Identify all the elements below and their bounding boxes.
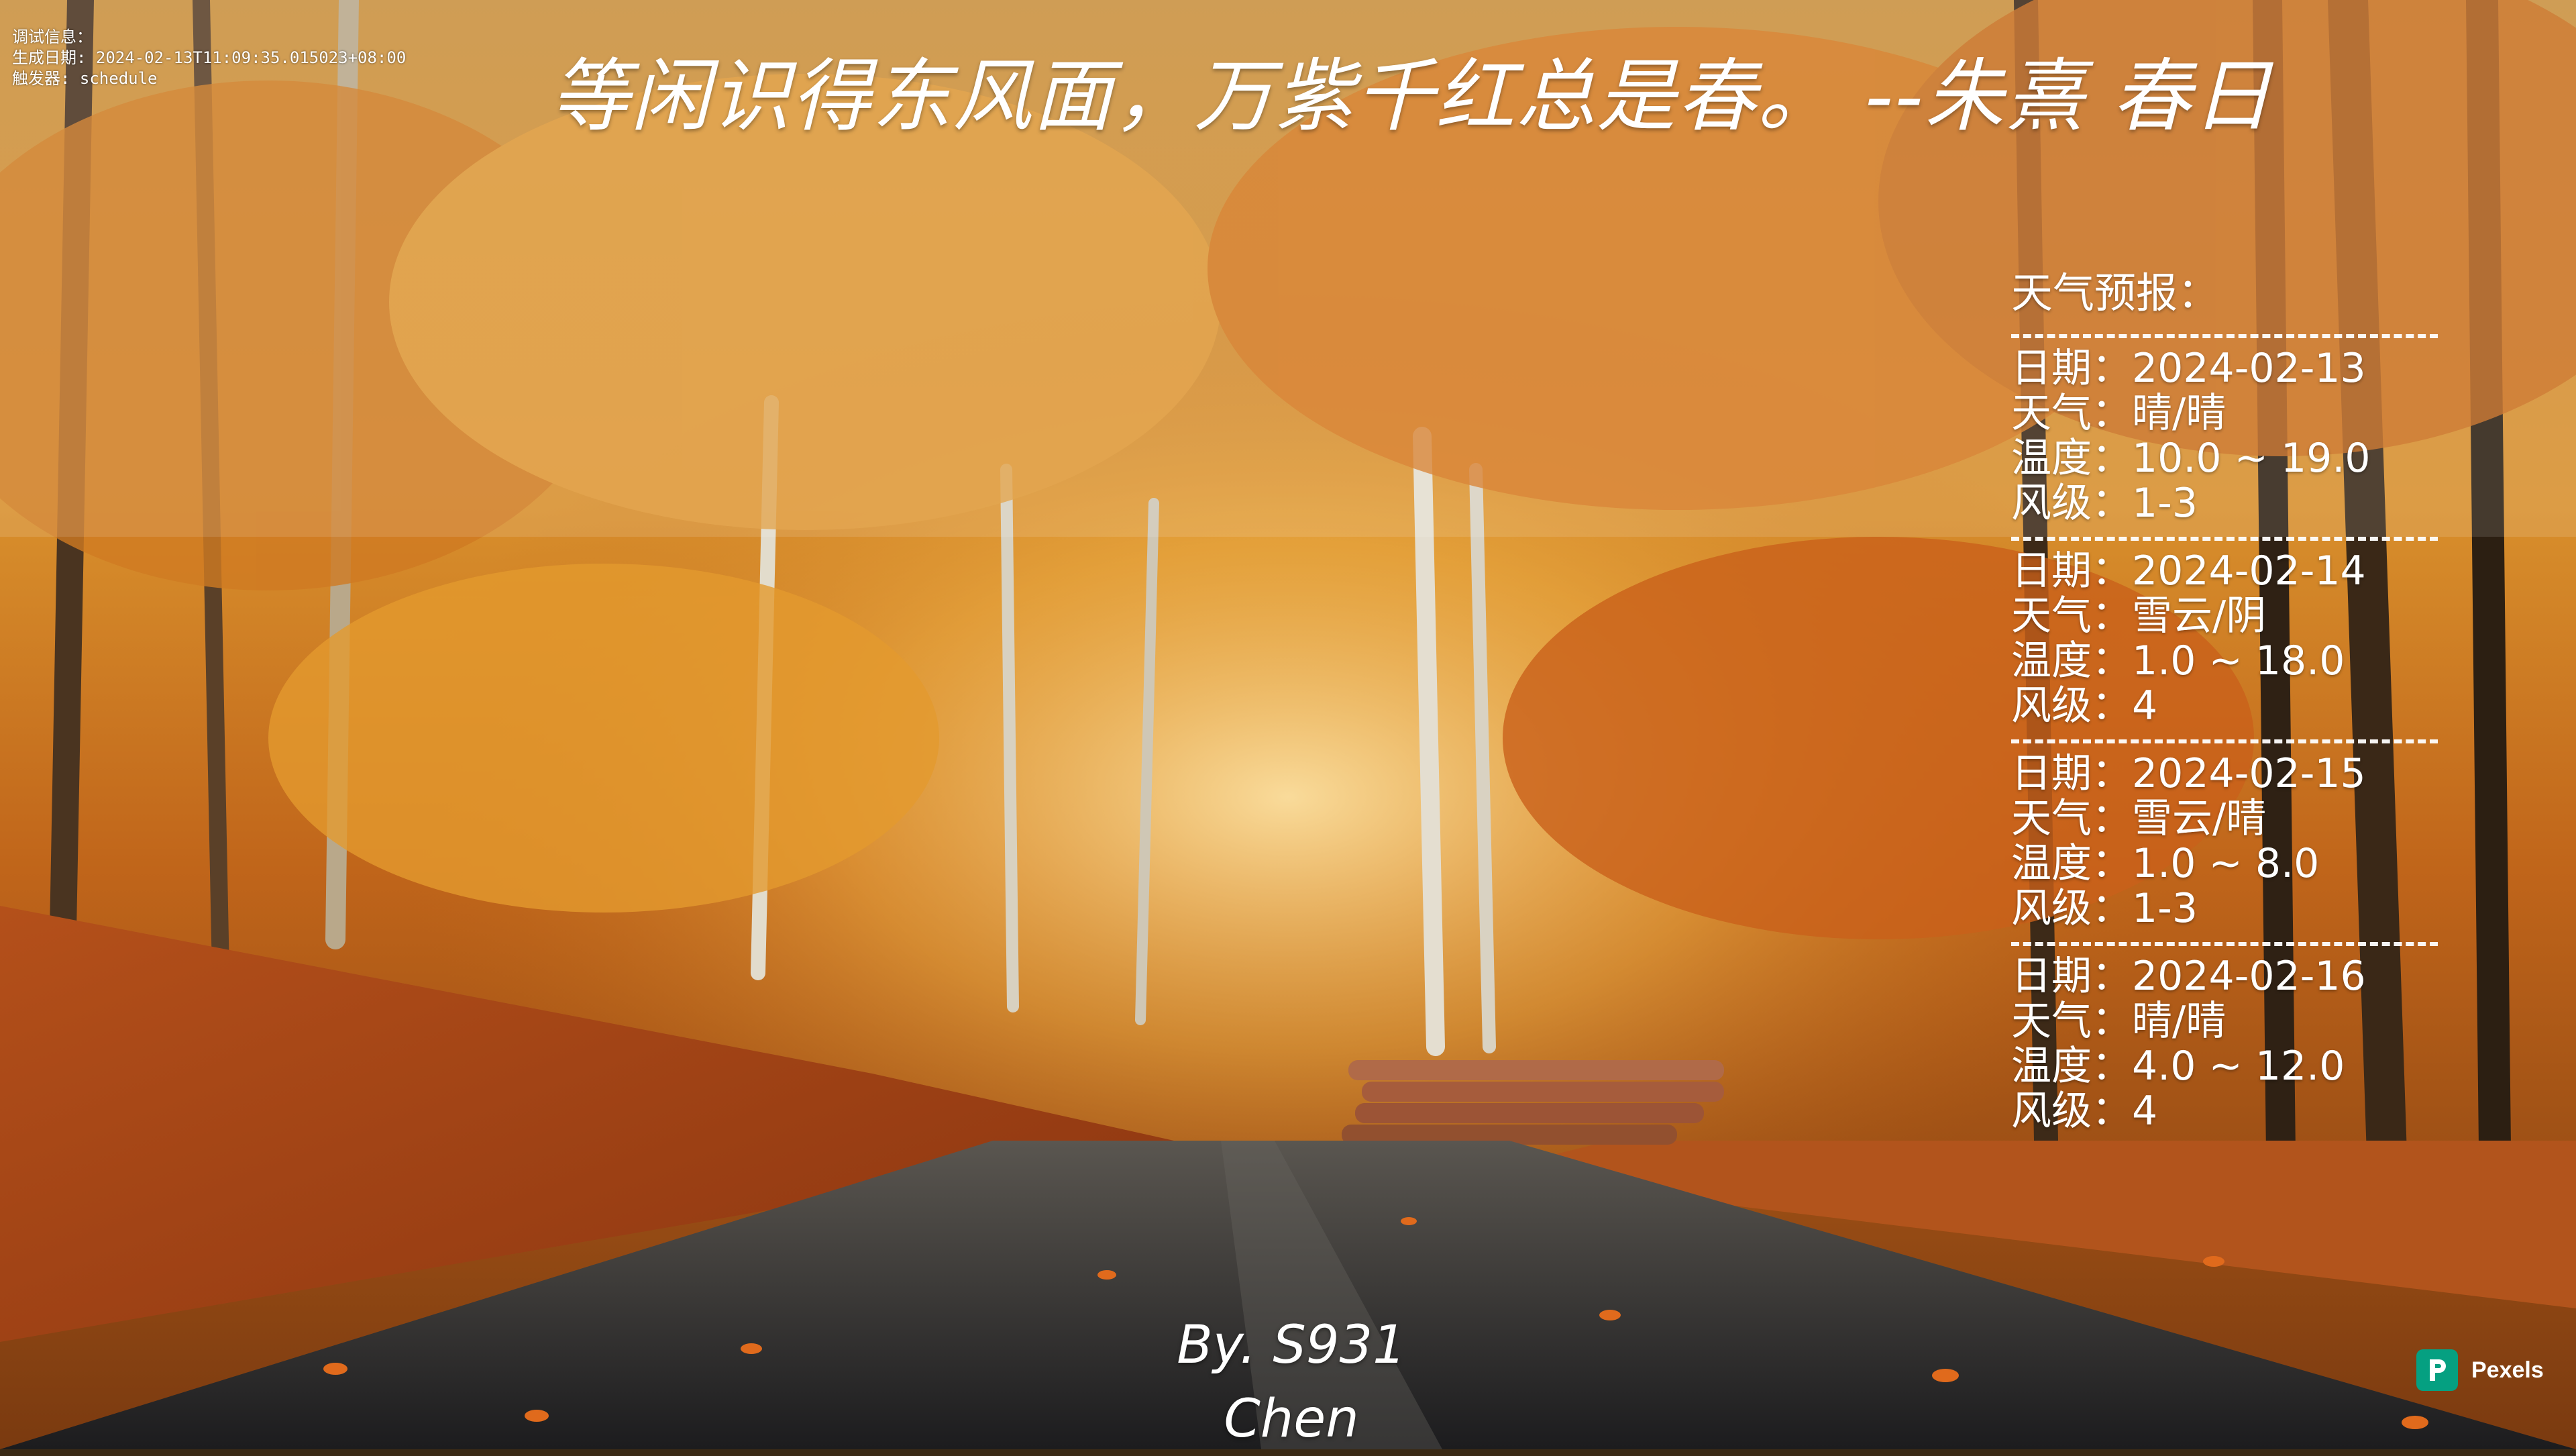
forecast-day: 日期：2024-02-15 天气：雪云/晴 温度：1.0 ~ 8.0 风级：1-… xyxy=(2011,751,2440,931)
forecast-temperature: 温度：1.0 ~ 8.0 xyxy=(2011,840,2320,887)
forecast-date: 日期：2024-02-15 xyxy=(2011,750,2366,797)
forecast-temperature: 温度：1.0 ~ 18.0 xyxy=(2011,637,2345,684)
forecast-condition: 天气：雪云/阴 xyxy=(2011,592,2267,639)
separator xyxy=(2011,334,2438,338)
poem-quote: 等闲识得东风面，万紫千红总是春。 --朱熹 春日 xyxy=(550,50,2273,142)
forecast-date: 日期：2024-02-13 xyxy=(2011,345,2366,392)
forecast-temperature: 温度：10.0 ~ 19.0 xyxy=(2011,435,2371,482)
forecast-wind: 风级：1-3 xyxy=(2011,480,2198,527)
debug-title: 调试信息： xyxy=(12,28,93,46)
forecast-condition: 天气：晴/晴 xyxy=(2011,390,2226,437)
forecast-date: 日期：2024-02-14 xyxy=(2011,548,2366,594)
forecast-condition: 天气：晴/晴 xyxy=(2011,998,2226,1045)
debug-info: 调试信息： 生成日期: 2024-02-13T11:09:35.015023+0… xyxy=(12,27,406,89)
separator xyxy=(2011,942,2438,946)
author-credit: By. S931 Chen xyxy=(1177,1315,1406,1449)
debug-generated-date: 生成日期: 2024-02-13T11:09:35.015023+08:00 xyxy=(12,48,407,67)
weather-forecast-panel: 天气预报： 日期：2024-02-13 天气：晴/晴 温度：10.0 ~ 19.… xyxy=(2011,263,2440,1134)
forecast-day: 日期：2024-02-16 天气：晴/晴 温度：4.0 ~ 12.0 风级：4 xyxy=(2011,954,2440,1134)
weather-title: 天气预报： xyxy=(2011,268,2220,317)
forecast-day: 日期：2024-02-13 天气：晴/晴 温度：10.0 ~ 19.0 风级：1… xyxy=(2011,346,2440,526)
forecast-date: 日期：2024-02-16 xyxy=(2011,953,2366,1000)
forecast-condition: 天气：雪云/晴 xyxy=(2011,795,2267,842)
separator xyxy=(2011,739,2438,743)
pexels-label: Pexels xyxy=(2471,1357,2544,1383)
forecast-temperature: 温度：4.0 ~ 12.0 xyxy=(2011,1043,2345,1090)
forecast-wind: 风级：1-3 xyxy=(2011,885,2198,932)
separator xyxy=(2011,537,2438,541)
debug-trigger: 触发器: schedule xyxy=(12,69,158,88)
forecast-wind: 风级：4 xyxy=(2011,1088,2158,1135)
forecast-day: 日期：2024-02-14 天气：雪云/阴 温度：1.0 ~ 18.0 风级：4 xyxy=(2011,549,2440,729)
pexels-watermark[interactable]: Pexels xyxy=(2416,1349,2544,1392)
forecast-wind: 风级：4 xyxy=(2011,682,2158,729)
pexels-logo-icon xyxy=(2416,1349,2458,1391)
